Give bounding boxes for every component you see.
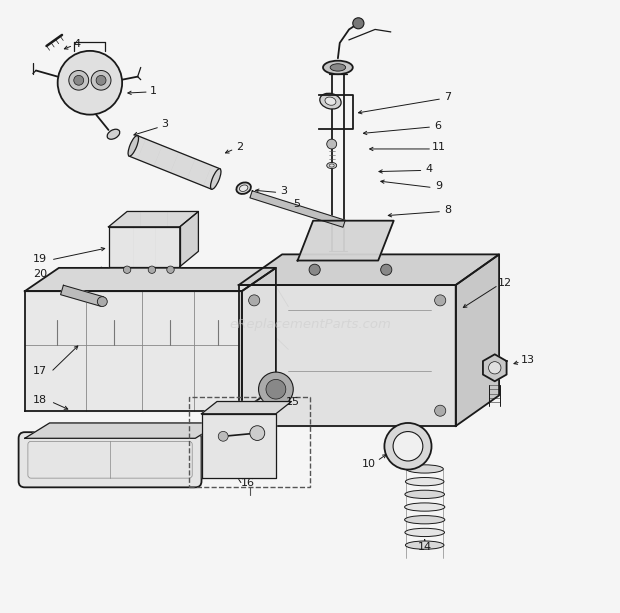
Polygon shape (456, 254, 499, 426)
Text: 7: 7 (444, 92, 451, 102)
Ellipse shape (405, 528, 445, 536)
Ellipse shape (211, 169, 221, 189)
Polygon shape (25, 291, 242, 411)
Polygon shape (202, 402, 291, 414)
Circle shape (91, 70, 111, 90)
Circle shape (393, 432, 423, 461)
Ellipse shape (329, 164, 334, 167)
Circle shape (266, 379, 286, 399)
Circle shape (249, 295, 260, 306)
Text: 18: 18 (33, 395, 47, 405)
Polygon shape (61, 285, 104, 306)
Text: 11: 11 (432, 142, 445, 152)
Ellipse shape (236, 183, 251, 194)
Ellipse shape (405, 541, 444, 549)
Text: eReplacementParts.com: eReplacementParts.com (229, 318, 391, 332)
Circle shape (327, 139, 337, 149)
Polygon shape (250, 191, 345, 227)
Text: 9: 9 (435, 181, 442, 191)
Circle shape (250, 426, 265, 441)
Text: 5: 5 (293, 199, 300, 208)
Circle shape (74, 75, 84, 85)
Circle shape (148, 266, 156, 273)
Text: 1: 1 (150, 86, 157, 96)
Text: 15: 15 (286, 397, 299, 406)
Circle shape (384, 423, 432, 470)
Text: 3: 3 (161, 120, 168, 129)
Polygon shape (239, 285, 456, 426)
Text: 10: 10 (362, 459, 376, 469)
Ellipse shape (323, 61, 353, 74)
Ellipse shape (239, 185, 248, 191)
Text: 13: 13 (521, 355, 535, 365)
Ellipse shape (405, 516, 445, 524)
Circle shape (435, 405, 446, 416)
Ellipse shape (320, 93, 341, 109)
Circle shape (309, 264, 320, 275)
Circle shape (249, 405, 260, 416)
Text: 8: 8 (444, 205, 451, 215)
Polygon shape (108, 211, 198, 227)
Ellipse shape (327, 162, 337, 169)
Text: 4: 4 (425, 164, 433, 173)
Text: 16: 16 (241, 478, 255, 488)
Text: 14: 14 (418, 542, 432, 552)
Polygon shape (483, 354, 507, 381)
Bar (189, 397, 310, 487)
FancyBboxPatch shape (19, 432, 202, 487)
Circle shape (259, 372, 293, 406)
Circle shape (435, 295, 446, 306)
Ellipse shape (405, 503, 445, 511)
Ellipse shape (330, 64, 346, 71)
Circle shape (381, 264, 392, 275)
Ellipse shape (406, 465, 443, 473)
Polygon shape (129, 135, 220, 189)
Circle shape (97, 297, 107, 306)
Text: 3: 3 (280, 186, 288, 196)
Circle shape (123, 266, 131, 273)
Text: 4: 4 (74, 39, 81, 49)
Circle shape (58, 51, 122, 115)
Circle shape (353, 18, 364, 29)
Polygon shape (180, 211, 198, 267)
Circle shape (96, 75, 106, 85)
Polygon shape (25, 268, 276, 291)
Text: 2: 2 (236, 142, 244, 152)
Polygon shape (298, 221, 394, 261)
Ellipse shape (405, 490, 445, 498)
Circle shape (167, 266, 174, 273)
Text: 17: 17 (33, 366, 47, 376)
Ellipse shape (128, 135, 138, 156)
Text: 12: 12 (498, 278, 512, 288)
Ellipse shape (405, 478, 444, 485)
Text: 20: 20 (33, 269, 47, 279)
Polygon shape (242, 268, 276, 411)
Ellipse shape (107, 129, 120, 139)
Polygon shape (239, 254, 499, 285)
Circle shape (489, 362, 501, 374)
Polygon shape (25, 423, 220, 438)
Circle shape (218, 432, 228, 441)
Polygon shape (108, 227, 180, 267)
Circle shape (69, 70, 89, 90)
Text: 19: 19 (33, 254, 47, 264)
Text: 6: 6 (434, 121, 441, 131)
Polygon shape (202, 414, 276, 478)
Ellipse shape (325, 97, 336, 105)
